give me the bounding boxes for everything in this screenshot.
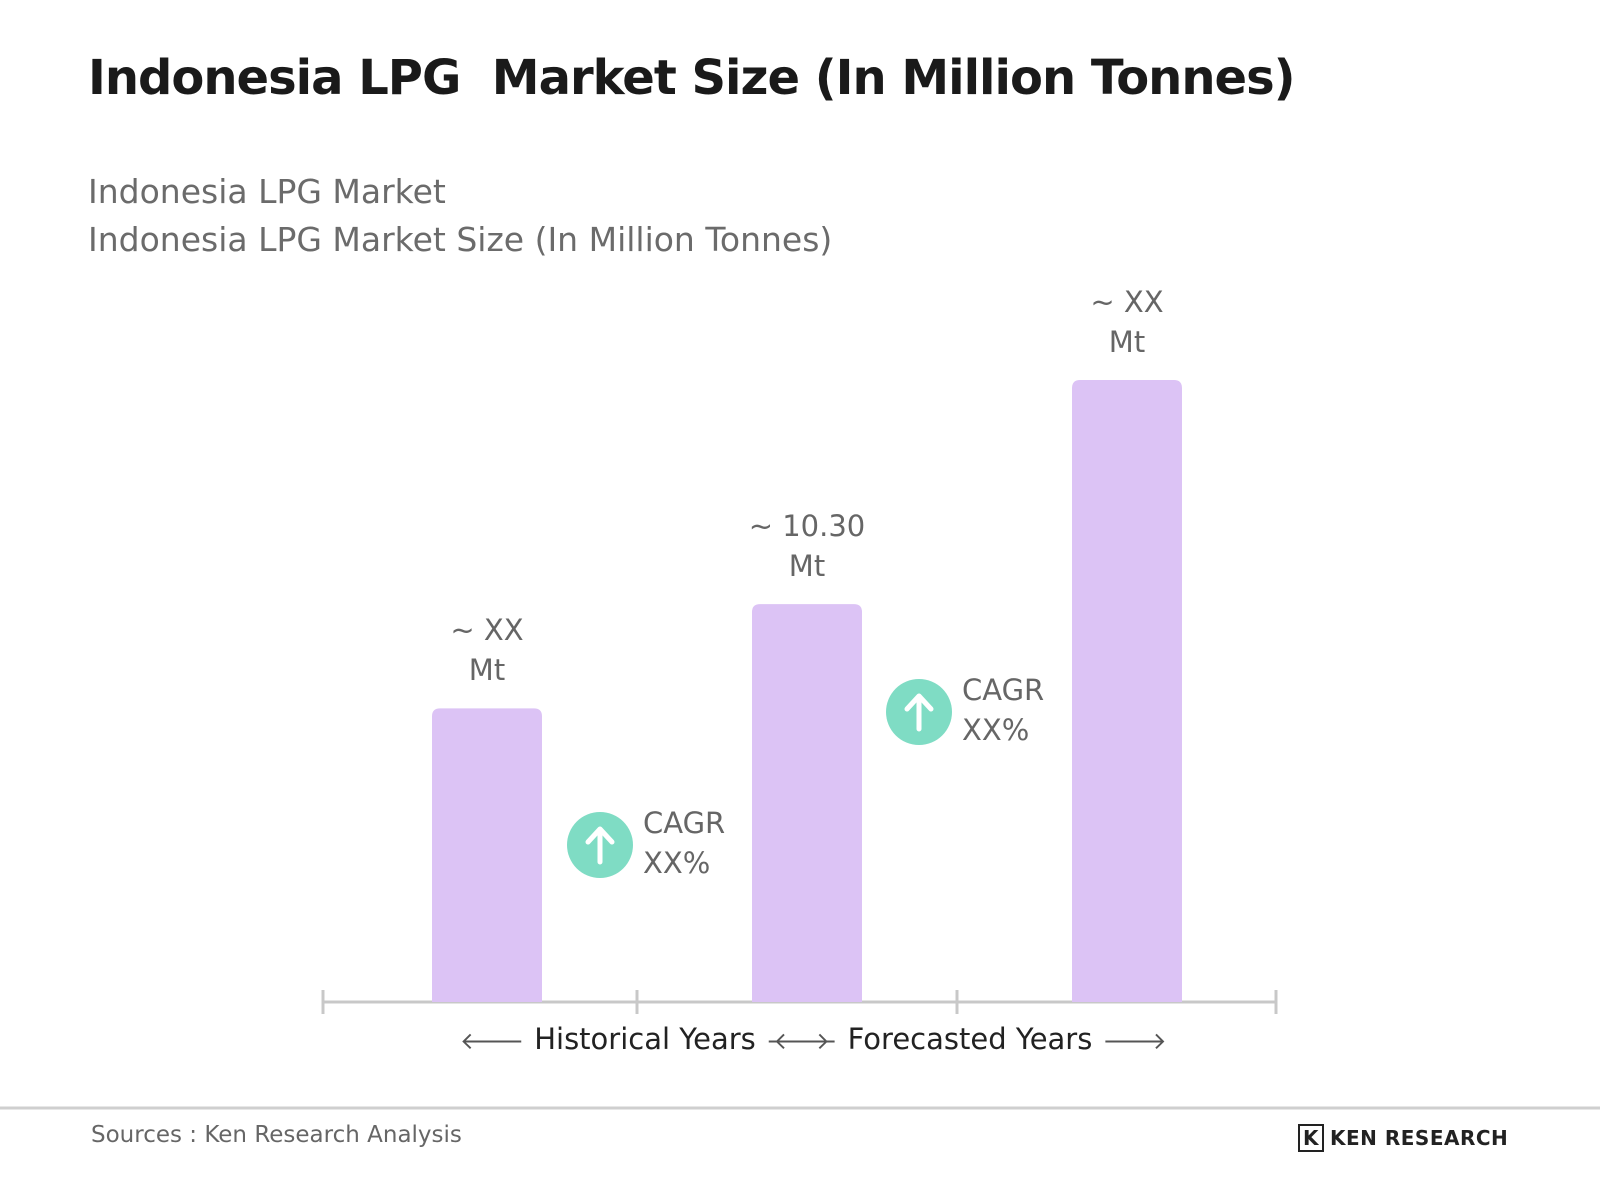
- period-label: 🡐 Forecasted Years 🡒: [773, 1022, 1167, 1056]
- subtitle: Indonesia LPG Market Size (In Million To…: [88, 220, 833, 259]
- bar: [1072, 380, 1182, 1002]
- source: Sources : Ken Research Analysis: [91, 1122, 462, 1148]
- cagr-arrow: [904, 693, 934, 732]
- period-label: 🡐 Historical Years 🡒: [459, 1022, 831, 1056]
- logo: K KEN RESEARCH: [1298, 1124, 1509, 1152]
- chart-title: Indonesia LPG Market Size (In Million To…: [88, 50, 1296, 106]
- value-label: ~ 10.30 Mt: [748, 509, 866, 584]
- logo-text: KEN RESEARCH: [1330, 1126, 1509, 1150]
- bar: [752, 604, 862, 1002]
- cagr-arrow: [585, 826, 615, 865]
- value-label: ~ XX Mt: [450, 613, 524, 688]
- cagr-label: CAGR XX%: [643, 806, 726, 880]
- period-text: Historical Years: [534, 1022, 756, 1056]
- period-text: Forecasted Years: [847, 1022, 1093, 1056]
- bar: [432, 708, 542, 1002]
- subtitle: Indonesia LPG Market: [88, 172, 446, 211]
- value-label: ~ XX Mt: [1090, 285, 1164, 359]
- cagr-label: CAGR XX%: [962, 673, 1045, 747]
